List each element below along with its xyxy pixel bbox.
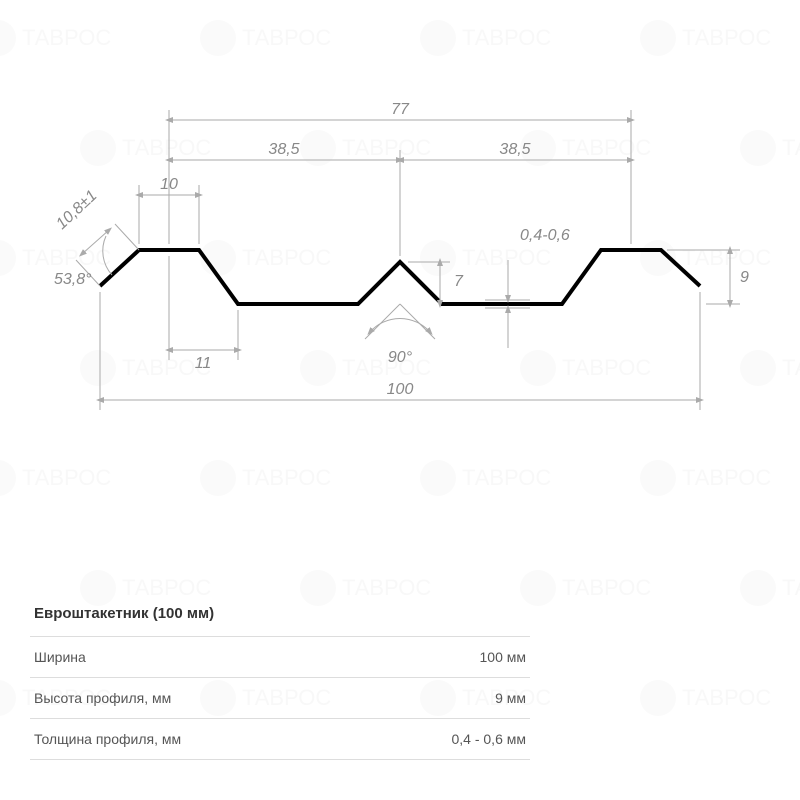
spec-label: Ширина — [34, 649, 86, 665]
spec-value: 9 мм — [495, 690, 526, 706]
dim-height: 9 — [740, 269, 749, 286]
dim-overall-width: 100 — [387, 381, 414, 398]
profile-diagram: 100 77 38,5 38,5 10 11 7 90° 0,4-0,6 9 1… — [40, 60, 760, 480]
dim-top-span: 77 — [391, 101, 410, 118]
spec-label: Высота профиля, мм — [34, 690, 171, 706]
spec-row: Высота профиля, мм 9 мм — [30, 678, 530, 719]
dim-edge-angle: 53,8° — [54, 271, 92, 288]
dim-thickness: 0,4-0,6 — [520, 227, 570, 244]
dim-angle: 90° — [388, 349, 413, 366]
dim-half-right: 38,5 — [499, 141, 530, 158]
dim-flat-top: 10 — [160, 176, 178, 193]
spec-label: Толщина профиля, мм — [34, 731, 181, 747]
spec-table: Евроштакетник (100 мм) Ширина 100 мм Выс… — [30, 595, 530, 760]
dim-peak-height: 7 — [454, 273, 464, 290]
spec-value: 100 мм — [480, 649, 527, 665]
dim-flange-offset: 11 — [195, 355, 212, 372]
spec-title: Евроштакетник (100 мм) — [30, 595, 530, 637]
profile-path — [100, 250, 700, 304]
spec-value: 0,4 - 0,6 мм — [451, 731, 526, 747]
spec-row: Ширина 100 мм — [30, 637, 530, 678]
dim-edge-len: 10,8±1 — [53, 187, 100, 233]
dim-half-left: 38,5 — [268, 141, 299, 158]
spec-row: Толщина профиля, мм 0,4 - 0,6 мм — [30, 719, 530, 760]
